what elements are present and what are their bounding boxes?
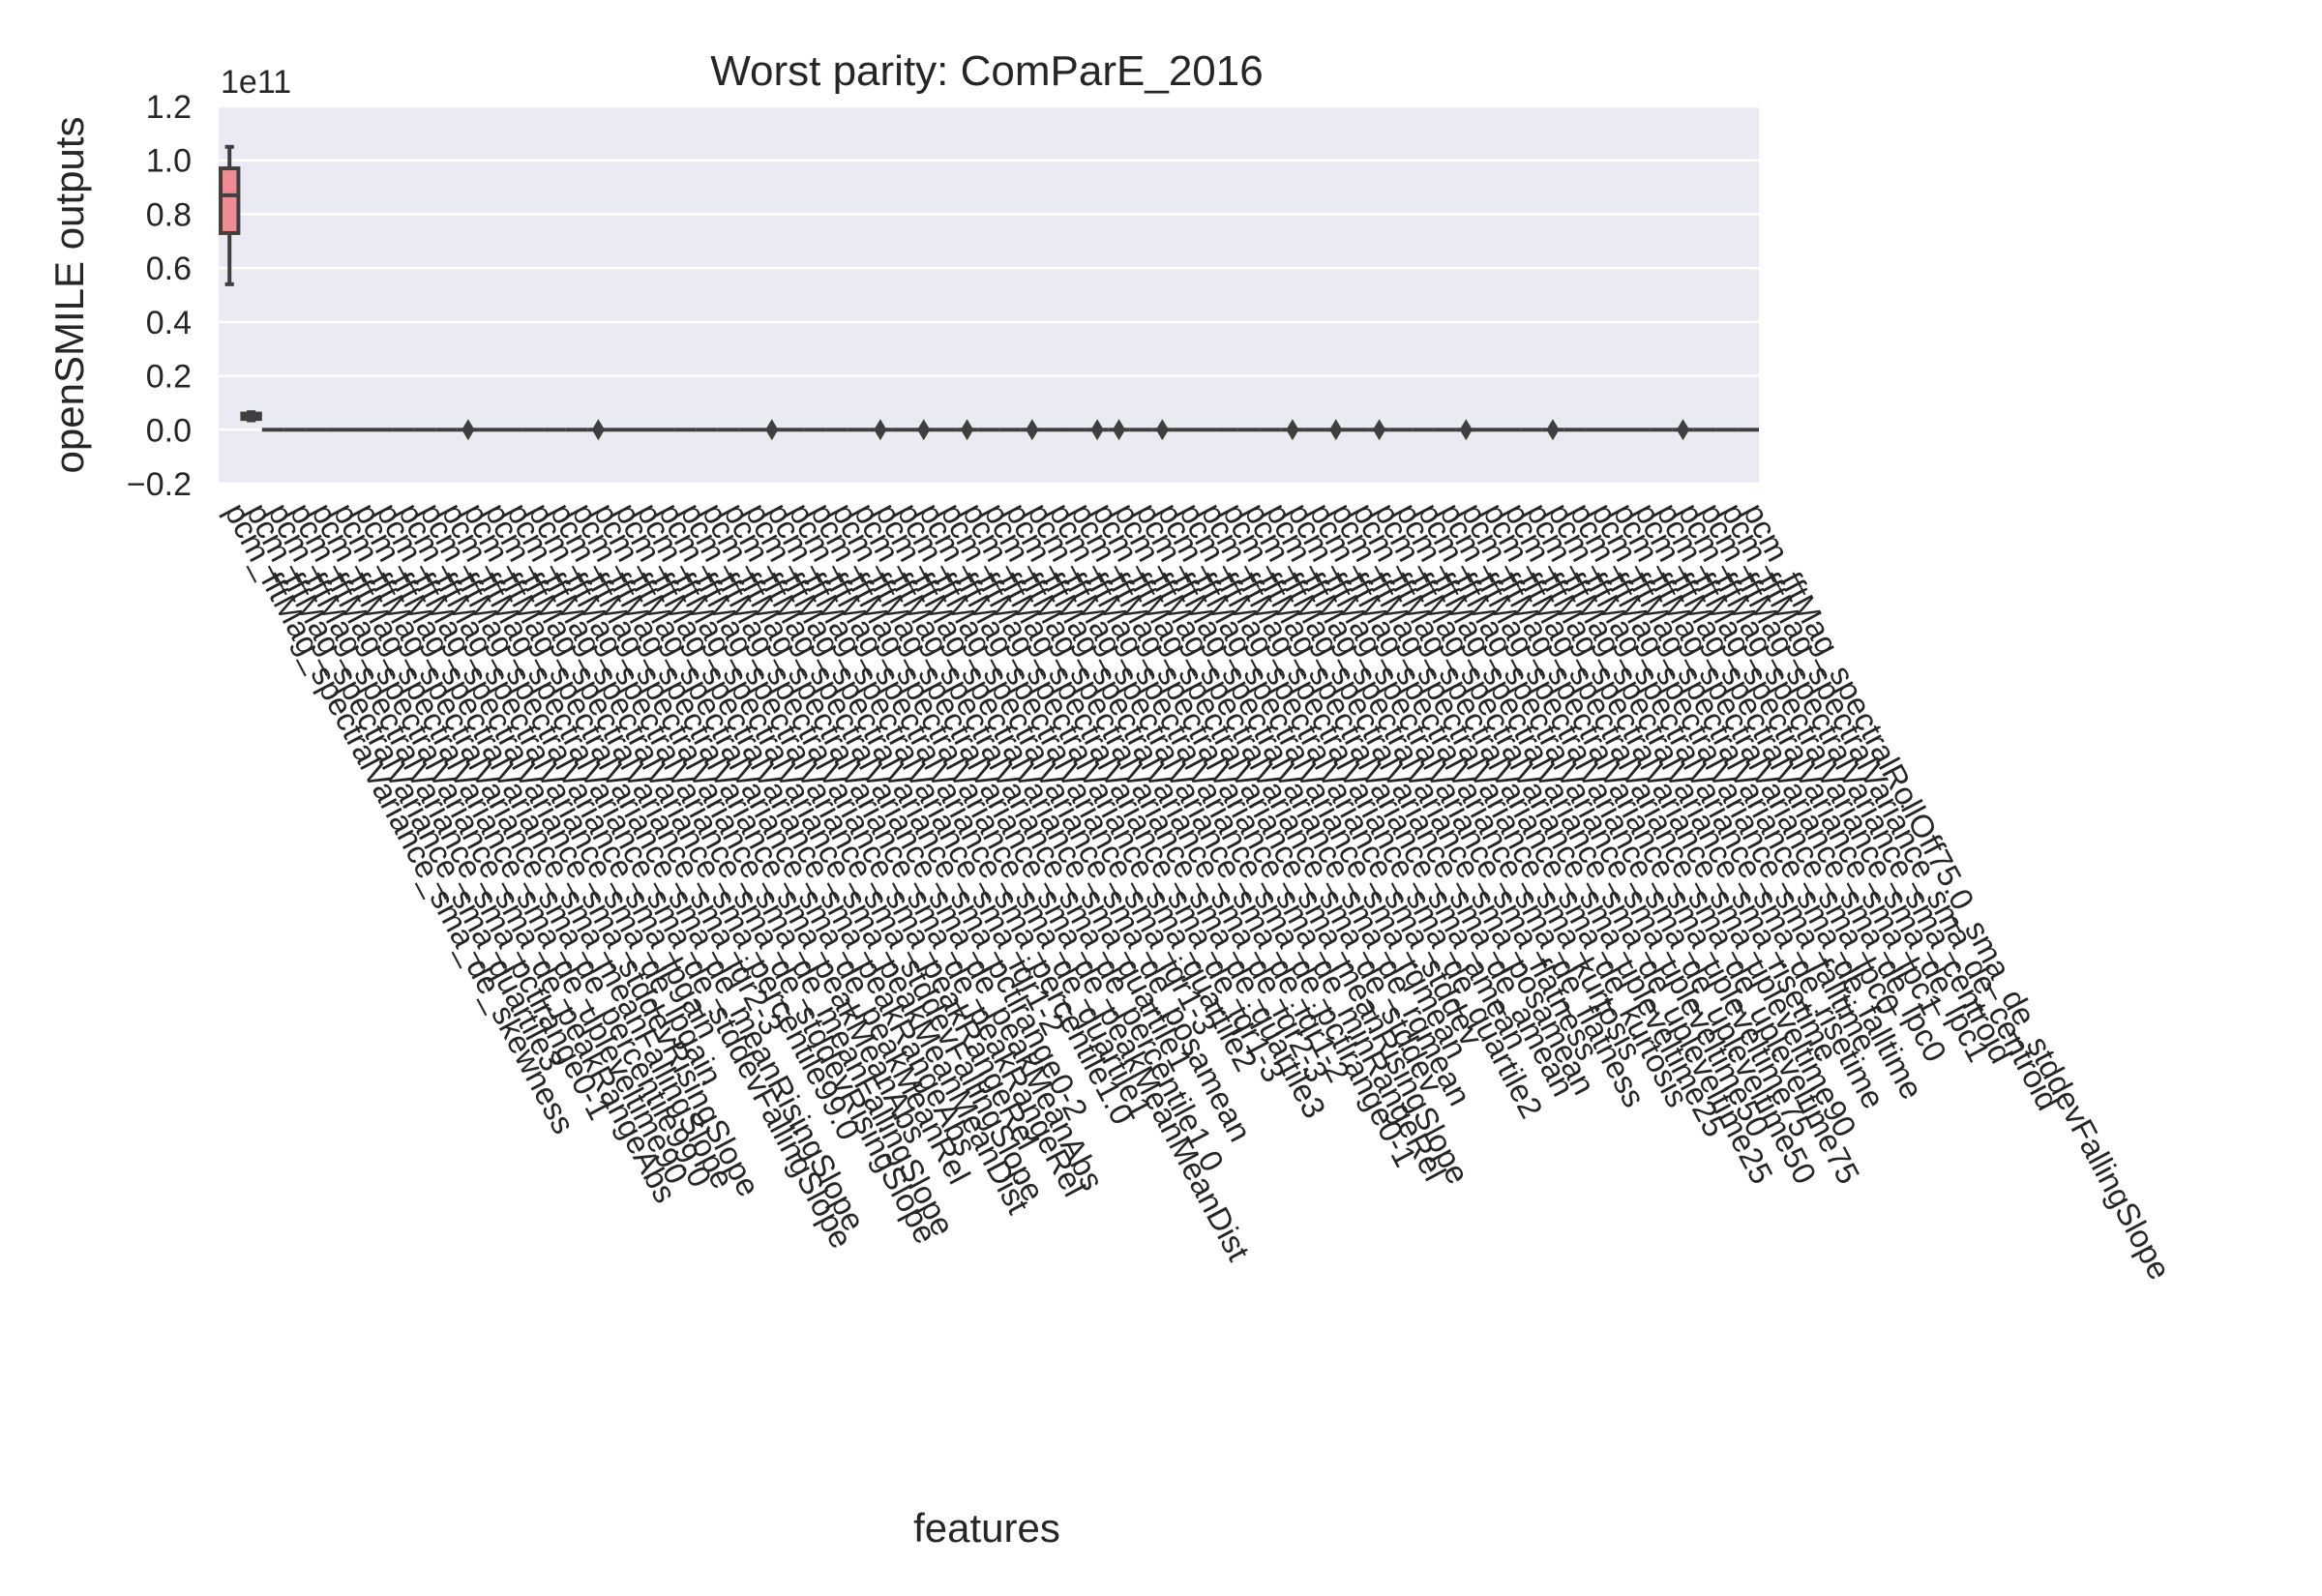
flat-box [696,428,718,432]
outlier-point [1155,419,1169,441]
y-tick-label: 0.4 [146,305,192,341]
flat-box [370,428,393,432]
y-tick-label: 1.2 [146,89,192,126]
y-tick-label: −0.2 [127,466,192,503]
flat-box [609,428,632,432]
flat-box [1585,428,1608,432]
flat-box [717,428,740,432]
flat-box [1173,428,1196,432]
flat-box [500,428,522,432]
flat-box [1303,428,1325,432]
flat-box [1129,428,1152,432]
plot-area [219,106,1759,484]
marks [219,144,1759,441]
flat-box [1346,428,1369,432]
flat-box [1237,428,1261,432]
flat-box [673,428,697,432]
flat-box [521,428,545,432]
flat-box [1043,428,1065,432]
flat-box [283,428,306,432]
flat-box [305,428,328,432]
outlier-point [960,419,974,441]
flat-box [804,428,826,432]
flat-box [891,428,913,432]
outlier-point [1373,419,1386,441]
flat-box [1693,428,1716,432]
y-tick-labels: −0.2 0.0 0.2 0.4 0.6 0.8 1.0 1.2 [127,89,192,503]
flat-box [544,428,566,432]
flat-box [435,428,458,432]
y-tick-label: 0.8 [146,196,192,233]
flat-box [934,428,957,432]
outlier-point [1286,419,1299,441]
flat-box [1737,428,1759,432]
flat-box [1064,428,1087,432]
flat-box [1476,428,1499,432]
outlier-point [1329,419,1343,441]
chart-title: Worst parity: ComParE_2016 [710,47,1263,95]
outlier-point [1090,419,1104,441]
flat-box [1412,428,1434,432]
flat-box [977,428,1000,432]
outlier-point [591,419,605,441]
outlier-point [1459,419,1473,441]
box-0 [219,144,241,286]
outlier-point [1676,419,1690,441]
flat-box [652,428,674,432]
flat-box [825,428,848,432]
outlier-point [1026,419,1039,441]
flat-box [392,428,414,432]
flat-box [1715,428,1738,432]
outlier-point [765,419,779,441]
flat-box [1389,428,1413,432]
flat-box [261,428,284,432]
outlier-point [1112,419,1126,441]
y-tick-label: 0.0 [146,412,192,449]
outlier-point [461,419,475,441]
flat-box [782,428,805,432]
flat-box [1498,428,1521,432]
y-offset-label: 1e11 [221,64,291,101]
outlier-point [1546,419,1560,441]
flat-box [739,428,761,432]
flat-box [1195,428,1217,432]
flat-box [1433,428,1456,432]
flat-box [1563,428,1586,432]
flat-box [848,428,870,432]
flat-box [327,428,349,432]
x-category-labels: pcm_fftMag_spectralVariance_sma_de_skewn… [218,497,2178,1286]
flat-box [413,428,436,432]
flat-box [1216,428,1238,432]
box-body [219,166,241,235]
outlier-point [874,419,887,441]
flat-box [1260,428,1282,432]
y-tick-label: 0.6 [146,251,192,287]
y-axis-label: openSMILE outputs [46,117,92,474]
outlier-point [917,419,931,441]
flat-box [1607,428,1629,432]
flat-box [631,428,653,432]
flat-box [479,428,501,432]
y-tick-label: 1.0 [146,143,192,180]
y-tick-label: 0.2 [146,359,192,396]
x-axis-label: features [913,1505,1060,1551]
flat-box [565,428,588,432]
flat-box [999,428,1022,432]
flat-box [1628,428,1651,432]
flat-box [348,428,371,432]
box-1 [240,410,262,423]
flat-box [1650,428,1673,432]
flat-box [1520,428,1542,432]
